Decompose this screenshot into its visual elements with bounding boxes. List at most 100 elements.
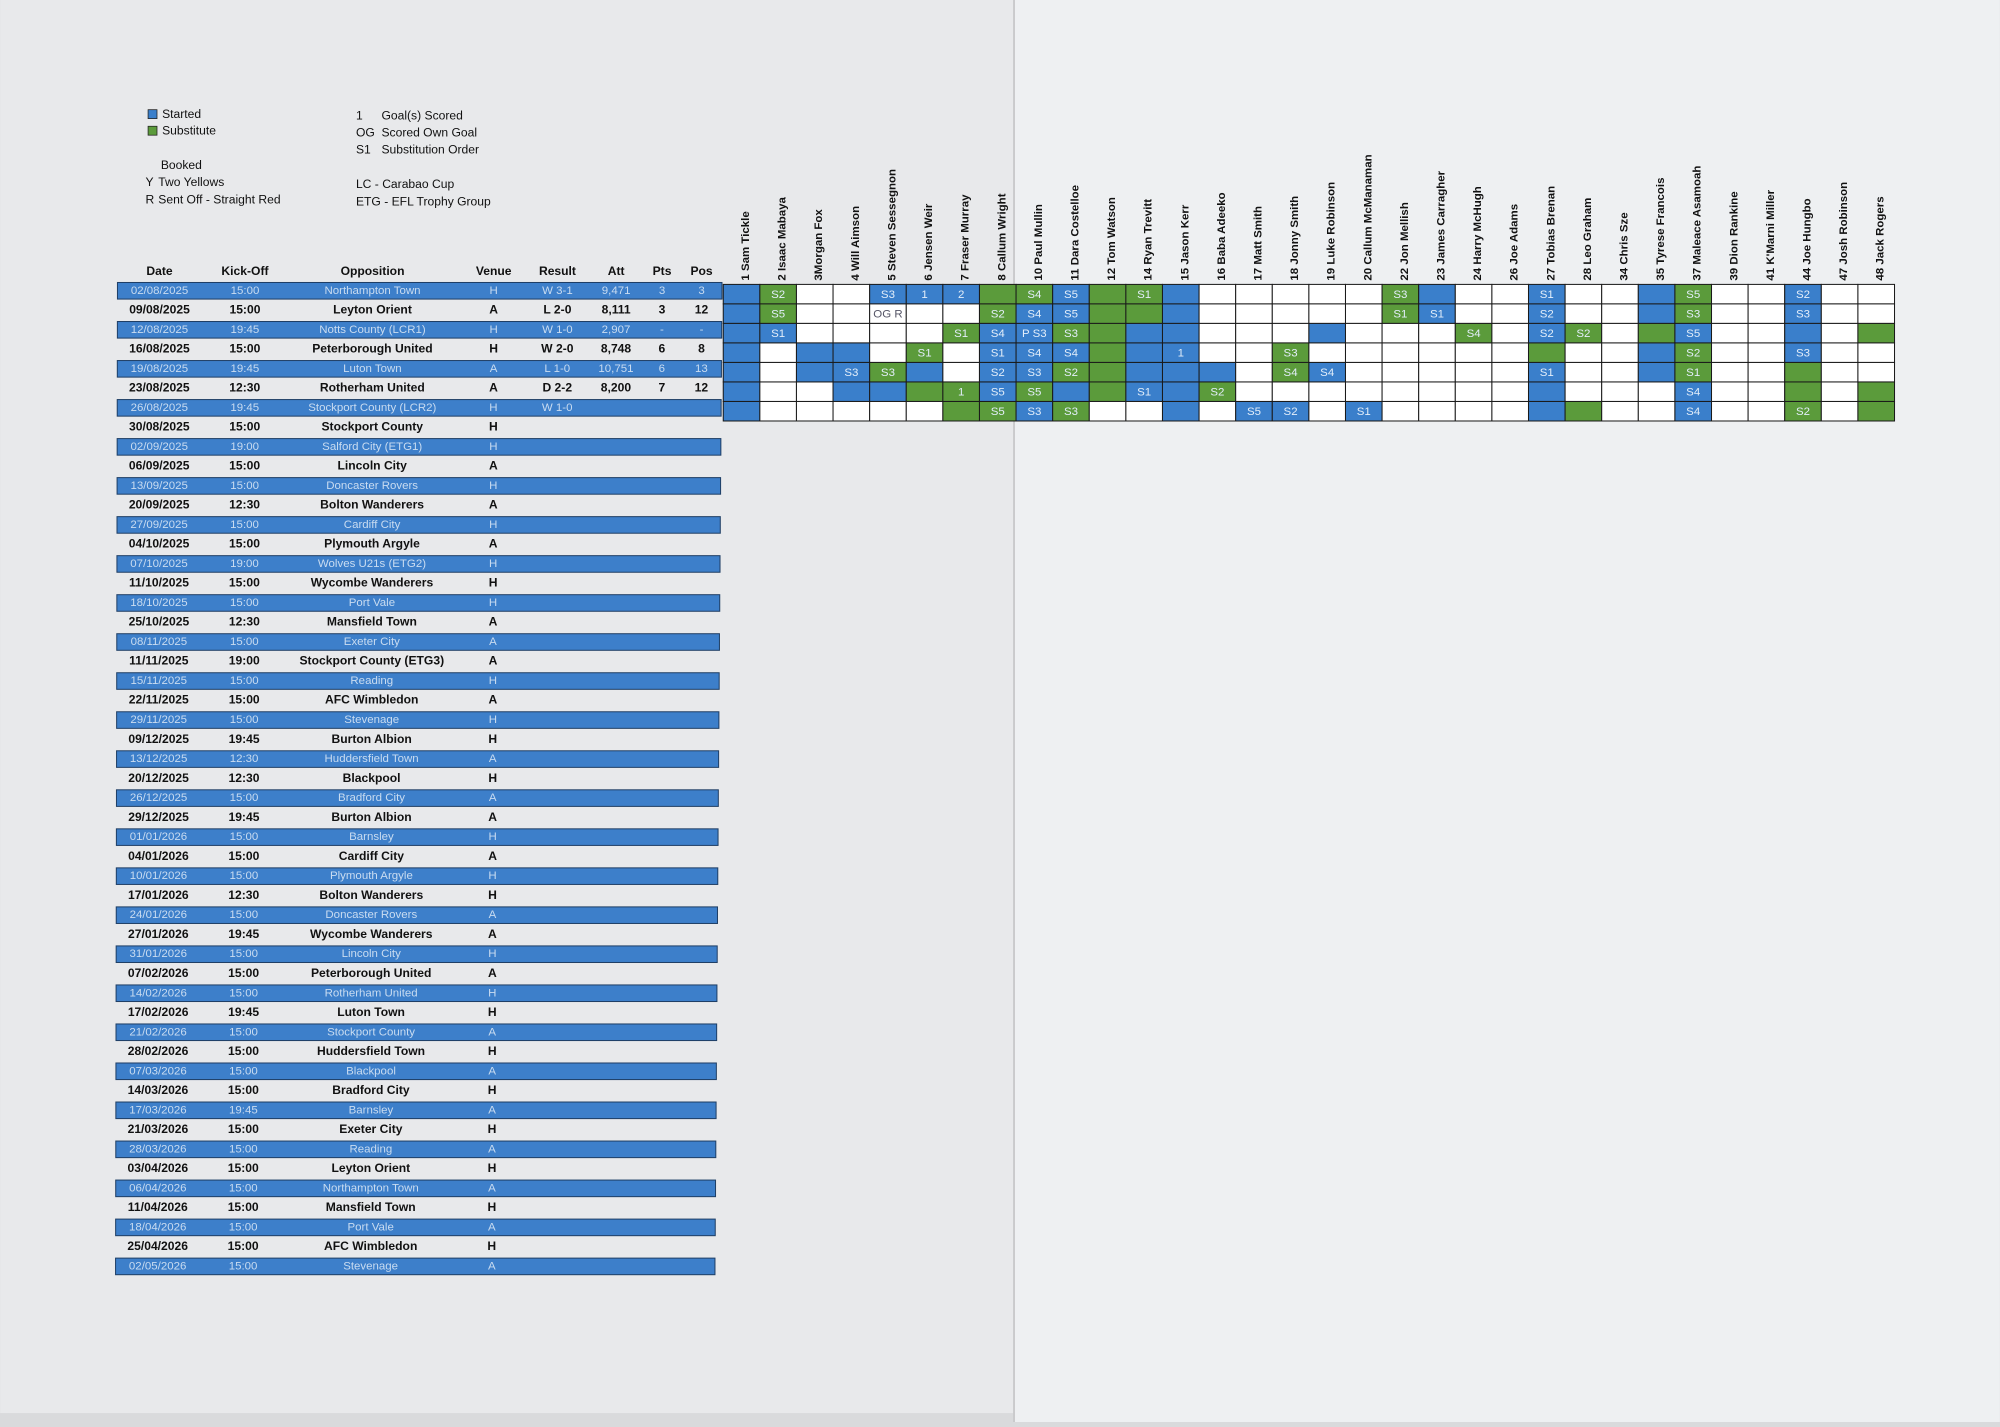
legend-mark: 1 — [356, 108, 363, 122]
cell: 07/02/2026 — [128, 966, 189, 980]
cell: 12 — [695, 381, 709, 395]
appearance-cell — [1308, 342, 1346, 363]
cell: 15:00 — [228, 1083, 259, 1097]
cell: 8,111 — [602, 302, 631, 316]
appearance-cell — [1344, 342, 1383, 363]
appearance-cell — [1711, 283, 1749, 305]
cell: 15:00 — [229, 459, 260, 473]
appearance-cell — [722, 400, 761, 422]
appearance-cell — [759, 381, 797, 402]
appearance-cell — [869, 342, 907, 363]
player-name: 34 Chris Sze — [1618, 212, 1630, 280]
cell: 19:00 — [230, 441, 259, 453]
appearance-label: S1 — [918, 347, 932, 359]
cell: H — [488, 1083, 497, 1097]
cell: 17/03/2026 — [129, 1104, 186, 1116]
appearance-cell — [1601, 361, 1639, 383]
appearance-cell — [1125, 361, 1163, 383]
row-band — [116, 399, 722, 417]
cell: Reading — [350, 675, 393, 687]
appearance-label: S3 — [1027, 367, 1041, 379]
cell: Wolves U21s (ETG2) — [318, 558, 426, 570]
appearance-label: S2 — [1540, 328, 1554, 340]
appearance-cell — [1271, 283, 1310, 305]
appearance-label: S4 — [1284, 367, 1299, 379]
appearance-cell — [905, 303, 944, 324]
cell: 15:00 — [229, 1221, 258, 1233]
cell: 15:00 — [231, 285, 260, 297]
appearance-cell — [1088, 361, 1127, 383]
appearance-cell — [832, 342, 871, 363]
appearance-cell — [1491, 381, 1530, 402]
appearance-cell — [832, 322, 871, 344]
cell: 13 — [695, 363, 708, 375]
cell: 12:30 — [228, 888, 259, 902]
cell: H — [488, 1005, 497, 1019]
cell: 13/09/2025 — [130, 480, 187, 492]
cell: A — [490, 363, 498, 375]
appearance-cell — [759, 400, 797, 422]
appearance-cell — [1308, 303, 1346, 324]
cell: A — [488, 1143, 496, 1155]
appearance-cell — [1454, 361, 1493, 383]
cell: Leyton Orient — [333, 302, 412, 316]
appearance-cell — [1491, 303, 1530, 324]
cell: 15:00 — [230, 597, 259, 609]
cell: Salford City (ETG1) — [322, 441, 422, 453]
cell: W 1-0 — [542, 324, 573, 336]
cell: Stockport County (ETG3) — [299, 654, 444, 668]
appearance-cell — [1308, 322, 1346, 344]
cell: 22/11/2025 — [129, 693, 189, 707]
cell: 17/02/2026 — [128, 1005, 189, 1019]
appearance-label: S1 — [1540, 289, 1554, 301]
appearance-label: S2 — [1284, 406, 1298, 418]
row-band — [116, 711, 720, 729]
appearance-cell — [869, 381, 907, 402]
appearance-cell — [1491, 400, 1530, 422]
appearance-label: S3 — [1686, 308, 1700, 320]
appearance-cell — [795, 322, 834, 344]
cell: Rotherham United — [320, 381, 425, 395]
appearance-cell — [1857, 322, 1896, 344]
legend-label: Started — [162, 107, 201, 121]
cell: 19:00 — [229, 654, 260, 668]
row-band — [116, 672, 720, 690]
appearance-cell — [1491, 342, 1530, 363]
appearance-cell — [1161, 322, 1200, 344]
player-name: 14 Ryan Trevitt — [1143, 199, 1155, 281]
cell: Stockport County (LCR2) — [308, 402, 436, 414]
appearance-cell — [795, 381, 834, 402]
cell: 06/09/2025 — [129, 459, 190, 473]
row-band — [115, 1062, 717, 1081]
appearance-cell — [1418, 283, 1456, 305]
cell: Luton Town — [343, 363, 401, 375]
appearance-label: S1 — [991, 347, 1005, 359]
appearance-cell — [1235, 303, 1273, 324]
appearance-label: S1 — [1686, 367, 1700, 379]
player-name: 44 Joe Hungbo — [1802, 198, 1814, 280]
cell: Mansfield Town — [327, 615, 417, 629]
cell: 15:00 — [230, 714, 259, 726]
appearance-cell — [722, 381, 761, 402]
appearance-cell — [1601, 400, 1639, 422]
legend-competition: ETG - EFL Trophy Group — [356, 194, 491, 208]
cell: 29/11/2025 — [130, 714, 187, 726]
player-name: 15 Jason Kerr — [1179, 204, 1191, 280]
cell: Blackpool — [343, 771, 401, 785]
cell: A — [488, 849, 497, 863]
appearance-cell — [942, 361, 980, 383]
player-name: 20 Callum McManaman — [1362, 154, 1374, 280]
appearance-cell — [1564, 303, 1603, 324]
column-header: Venue — [476, 264, 512, 278]
cell: H — [488, 987, 496, 999]
appearance-label: 1 — [1178, 347, 1184, 359]
row-band — [116, 360, 722, 378]
appearance-cell — [1381, 361, 1420, 383]
appearance-cell — [1637, 381, 1676, 402]
appearance-cell — [1088, 381, 1127, 402]
appearance-cell — [1418, 400, 1456, 422]
appearance-cell — [869, 400, 907, 422]
cell: 26/08/2025 — [131, 402, 188, 414]
